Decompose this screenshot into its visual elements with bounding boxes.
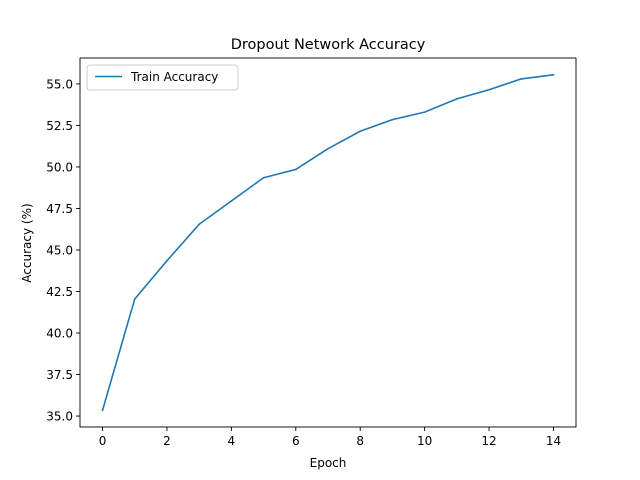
y-tick-label: 40.0 (46, 327, 73, 341)
data-point (133, 298, 136, 300)
legend-label-train-accuracy: Train Accuracy (130, 70, 218, 84)
y-tick-label: 42.5 (46, 285, 73, 299)
data-point (456, 98, 458, 100)
y-tick-label: 37.5 (46, 368, 73, 382)
data-point (101, 409, 104, 412)
data-point (327, 147, 329, 150)
x-tick-label: 0 (99, 434, 107, 448)
data-point (230, 200, 233, 202)
data-point (294, 168, 297, 171)
chart-title: Dropout Network Accuracy (231, 37, 426, 53)
data-point (488, 88, 490, 91)
y-axis-label: Accuracy (%) (20, 203, 34, 282)
x-tick-label: 4 (228, 434, 236, 448)
x-tick-label: 6 (292, 434, 300, 448)
legend: Train Accuracy (86, 64, 239, 91)
data-point (166, 259, 168, 262)
y-tick-label: 50.0 (46, 160, 73, 174)
y-axis-ticks: 35.0 37.5 40.0 42.5 45.0 47.5 50.0 52.5 55.0 (46, 77, 80, 424)
x-axis-label: Epoch (310, 456, 347, 470)
data-point (198, 223, 200, 226)
data-point (391, 118, 394, 121)
legend-box (86, 64, 239, 91)
data-point (552, 73, 555, 76)
x-tick-label: 8 (356, 434, 364, 448)
data-point (262, 176, 265, 179)
y-tick-label: 45.0 (46, 243, 73, 257)
data-point (359, 130, 362, 133)
y-tick-label: 52.5 (46, 119, 73, 133)
y-tick-label: 35.0 (46, 410, 73, 424)
series-line-0 (101, 73, 555, 412)
data-point (423, 111, 426, 113)
x-tick-label: 2 (163, 434, 171, 448)
x-axis-ticks: 0 2 4 6 8 10 12 14 (99, 427, 561, 448)
y-tick-label: 55.0 (46, 77, 73, 91)
plot-frame (79, 57, 577, 428)
x-tick-label: 14 (546, 434, 561, 448)
x-tick-label: 10 (417, 434, 432, 448)
y-tick-label: 47.5 (46, 202, 73, 216)
data-point (520, 78, 523, 80)
x-tick-label: 12 (481, 434, 496, 448)
plot-area (101, 73, 555, 412)
